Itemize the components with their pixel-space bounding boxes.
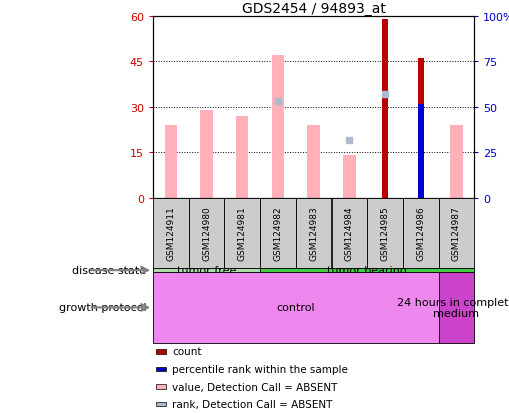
Text: disease state: disease state	[72, 266, 146, 275]
Text: GSM124986: GSM124986	[415, 206, 425, 261]
Bar	[449, 126, 462, 198]
Bar	[417, 104, 423, 198]
Bar	[438, 273, 473, 343]
Text: value, Detection Call = ABSENT: value, Detection Call = ABSENT	[172, 382, 337, 392]
Bar	[224, 198, 260, 268]
Bar	[307, 126, 319, 198]
Text: GSM124983: GSM124983	[308, 206, 318, 261]
Bar	[381, 19, 387, 198]
Text: GSM124982: GSM124982	[273, 206, 282, 261]
Bar	[260, 198, 295, 268]
Text: tumor free: tumor free	[177, 266, 236, 275]
Text: GSM124980: GSM124980	[202, 206, 211, 261]
Text: GSM124911: GSM124911	[166, 206, 175, 261]
Text: GSM124985: GSM124985	[380, 206, 389, 261]
Title: GDS2454 / 94893_at: GDS2454 / 94893_at	[241, 2, 385, 16]
Bar	[156, 349, 165, 354]
Text: GSM124987: GSM124987	[451, 206, 460, 261]
Text: rank, Detection Call = ABSENT: rank, Detection Call = ABSENT	[172, 399, 332, 409]
Text: growth protocol: growth protocol	[59, 303, 146, 313]
Bar	[156, 367, 165, 371]
Bar	[271, 56, 284, 198]
Text: GSM124981: GSM124981	[237, 206, 246, 261]
Bar	[153, 198, 188, 268]
Bar	[164, 126, 177, 198]
Bar	[153, 268, 260, 273]
Bar	[331, 198, 366, 268]
Bar	[153, 273, 438, 343]
Bar	[417, 59, 423, 198]
Text: tumor bearing: tumor bearing	[327, 266, 406, 275]
Bar	[156, 402, 165, 406]
Bar	[200, 110, 212, 198]
Bar	[366, 198, 402, 268]
Bar	[260, 268, 473, 273]
Bar	[188, 198, 224, 268]
Bar	[402, 198, 438, 268]
Text: count: count	[172, 347, 202, 356]
Bar	[236, 116, 248, 198]
Text: GSM124984: GSM124984	[344, 206, 353, 261]
Bar	[156, 385, 165, 389]
Bar	[438, 198, 473, 268]
Text: 24 hours in complete
medium: 24 hours in complete medium	[397, 297, 509, 318]
Bar	[343, 156, 355, 198]
Text: control: control	[276, 303, 315, 313]
Text: percentile rank within the sample: percentile rank within the sample	[172, 364, 348, 374]
Bar	[295, 198, 331, 268]
